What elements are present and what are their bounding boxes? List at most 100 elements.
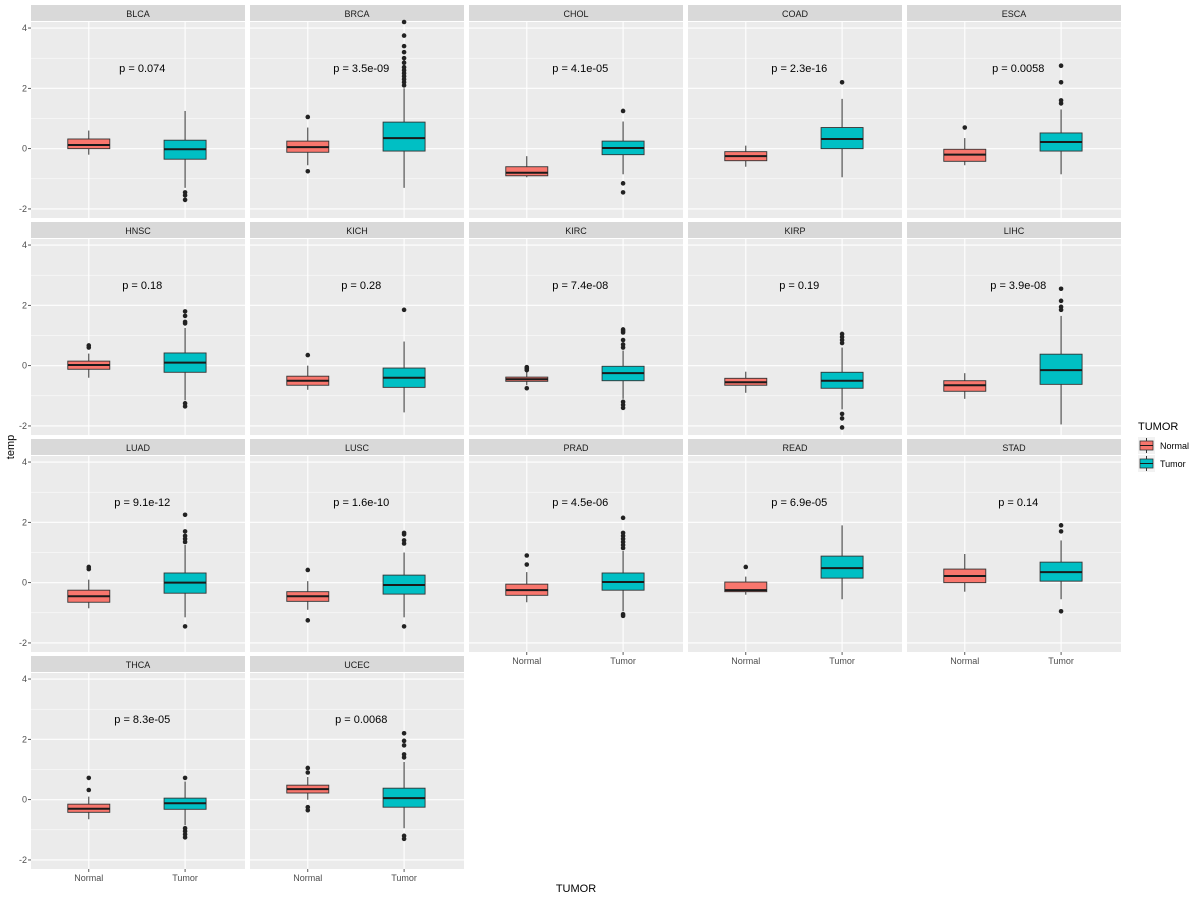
box-normal (505, 156, 549, 178)
facet-strip (250, 222, 464, 238)
facet-strip-label: UCEC (344, 660, 370, 670)
box-tumor (1039, 523, 1083, 614)
outlier-point (1058, 529, 1064, 534)
legend-key-normal: Normal (1138, 437, 1189, 454)
panel-background (688, 456, 902, 652)
outlier-point (401, 307, 407, 313)
x-tick-label: Normal (293, 873, 322, 883)
x-tick-label: Normal (512, 656, 541, 666)
outlier-point (401, 49, 407, 55)
p-value-label: p = 0.0058 (992, 63, 1044, 75)
box-normal (943, 554, 987, 592)
facet-read: READ p = 6.9e-05 Normal Tumor (688, 439, 902, 666)
x-tick-label: Tumor (172, 873, 198, 883)
x-tick-label: Normal (950, 656, 979, 666)
panel-background (469, 239, 683, 435)
outlier-point (524, 385, 530, 391)
outlier-point (305, 352, 311, 358)
y-tick-label: 0 (22, 361, 27, 371)
outlier-point (1058, 80, 1064, 85)
outlier-point (620, 613, 626, 619)
outlier-point (839, 331, 845, 337)
outlier-point (305, 618, 311, 623)
outlier-point (839, 80, 845, 85)
outlier-point (305, 807, 311, 813)
box-normal (67, 130, 111, 155)
y-tick-label: -2 (19, 421, 27, 431)
p-value-label: p = 1.6e-10 (333, 497, 389, 509)
outlier-point (401, 538, 407, 543)
box-tumor (163, 775, 207, 840)
facet-strip-label: ESCA (1002, 9, 1027, 19)
facet-strip-label: LUAD (126, 443, 151, 453)
outlier-point (305, 770, 311, 775)
p-value-label: p = 0.18 (122, 280, 162, 292)
facet-blca: BLCA -2 0 2 4 p = 0.074 (19, 5, 245, 218)
y-tick-label: -2 (19, 204, 27, 214)
outlier-point (182, 319, 188, 325)
box-tumor (382, 530, 426, 629)
facet-strip-label: STAD (1002, 443, 1026, 453)
y-tick-label: 0 (22, 795, 27, 805)
box-normal (724, 371, 768, 393)
box-tumor (382, 19, 426, 188)
p-value-label: p = 0.19 (779, 280, 819, 292)
outlier-point (839, 416, 845, 421)
box-tumor (820, 80, 864, 178)
outlier-point (182, 193, 188, 198)
legend: Normal Tumor (1138, 437, 1189, 472)
box-tumor (382, 731, 426, 842)
outlier-point (620, 342, 626, 347)
facet-kich: KICH p = 0.28 (250, 222, 464, 435)
panel-background (31, 239, 245, 435)
y-tick-label: 4 (22, 240, 27, 250)
outlier-point (401, 743, 407, 748)
x-tick-label: Tumor (1048, 656, 1074, 666)
outlier-point (182, 404, 188, 409)
facet-strip-label: THCA (126, 660, 151, 670)
legend-title: TUMOR (1138, 421, 1178, 433)
box-normal (724, 145, 768, 167)
panel-background (31, 673, 245, 869)
y-tick-label: 2 (22, 83, 27, 93)
box-tumor (601, 515, 645, 619)
panel-background (688, 22, 902, 218)
box-tumor (1039, 286, 1083, 425)
outlier-point (305, 114, 311, 120)
panel-background (469, 456, 683, 652)
box-normal (724, 564, 768, 595)
box-iqr (67, 138, 111, 150)
outlier-point (620, 515, 626, 521)
panel-background (469, 22, 683, 218)
outlier-point (620, 327, 626, 332)
panel-background (31, 456, 245, 652)
facet-strip (31, 5, 245, 21)
box-normal (943, 125, 987, 166)
outlier-point (182, 533, 188, 539)
outlier-point (524, 553, 530, 558)
outlier-point (962, 125, 968, 130)
outlier-point (86, 787, 92, 793)
outlier-point (401, 60, 407, 66)
facet-strip (250, 439, 464, 455)
facet-strip (688, 439, 902, 455)
panel-background (907, 22, 1121, 218)
facet-strip-label: KICH (346, 226, 368, 236)
box-tumor (163, 309, 207, 409)
box-iqr (505, 166, 549, 177)
facet-strip (469, 5, 683, 21)
facet-strip-label: CHOL (563, 9, 588, 19)
box-normal (286, 352, 330, 390)
panel-background (31, 22, 245, 218)
facet-stad: STAD p = 0.14 Normal Tumor (907, 439, 1121, 666)
facet-strip-label: KIRC (565, 226, 587, 236)
panel-background (688, 239, 902, 435)
outlier-point (305, 567, 311, 573)
facet-strip (250, 656, 464, 672)
box-tumor (601, 108, 645, 195)
facet-ucec: UCEC p = 0.0068 Normal Tumor (250, 656, 464, 883)
facet-strip (688, 222, 902, 238)
box-tumor (820, 331, 864, 430)
p-value-label: p = 9.1e-12 (114, 497, 170, 509)
facet-strip (31, 439, 245, 455)
